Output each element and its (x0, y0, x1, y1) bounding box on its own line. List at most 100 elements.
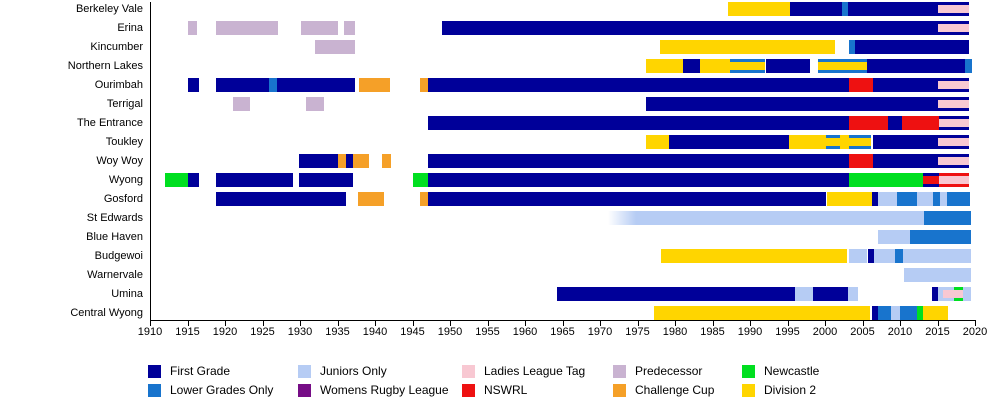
x-axis-tick-label: 2020 (962, 326, 988, 338)
bar-juniors (939, 192, 948, 206)
bar-first-grade (645, 97, 939, 111)
x-axis-tick-label: 2005 (850, 326, 875, 338)
legend-label: Lower Grades Only (170, 383, 274, 397)
bar-first-grade (428, 78, 849, 92)
x-axis-tick-label: 2015 (925, 326, 950, 338)
bar-lower-grades (894, 249, 903, 263)
legend-swatch-icon (613, 383, 626, 397)
x-axis-tick-label: 1980 (662, 326, 688, 338)
bar-challenge-cup (359, 78, 390, 92)
x-axis-tick-label: 1950 (437, 326, 463, 338)
x-axis-tick (862, 321, 864, 326)
bar-predecessor (187, 21, 197, 35)
bar-lower-grades (269, 78, 277, 92)
bar-first-grade (187, 78, 199, 92)
x-axis-tick-label: 2000 (812, 326, 838, 338)
x-axis-tick-label: 1960 (512, 326, 538, 338)
bar-juniors (878, 230, 910, 244)
x-axis-tick (487, 321, 489, 326)
x-axis-tick (787, 321, 789, 326)
x-axis-tick (562, 321, 564, 326)
bar-ladies-league-tag (939, 176, 969, 184)
bar-first-grade (276, 78, 355, 92)
legend-label: Newcastle (764, 364, 820, 378)
legend-item-challenge-cup: Challenge Cup (613, 383, 714, 397)
bar-ladies-league-tag (954, 290, 963, 298)
bar-division-2 (645, 59, 684, 73)
bar-lower-grades (897, 192, 918, 206)
bar-first-grade (216, 173, 294, 187)
bar-division-2 (645, 135, 669, 149)
bar-ladies-league-tag (938, 24, 969, 32)
team-label: Northern Lakes (67, 60, 143, 72)
team-label: Warnervale (87, 269, 143, 281)
bar-newcastle (917, 306, 924, 320)
bar-juniors (848, 287, 858, 301)
bar-predecessor (232, 97, 250, 111)
x-axis-tick-label: 1930 (287, 326, 313, 338)
y-axis-line (150, 2, 151, 320)
legend-item-ladies-league-tag: Ladies League Tag (462, 364, 585, 378)
bar-first-grade (345, 154, 354, 168)
bar-division-2 (660, 249, 847, 263)
legend-swatch-icon (742, 364, 755, 378)
legend-item-newcastle: Newcastle (742, 364, 819, 378)
bar-juniors (903, 249, 971, 263)
x-axis-tick (750, 321, 751, 326)
x-axis-tick-label: 1985 (700, 326, 725, 338)
legend-item-predecessor: Predecessor (613, 364, 702, 378)
legend-label: Juniors Only (320, 364, 387, 378)
team-label: St Edwards (86, 212, 143, 224)
x-axis-tick (375, 321, 376, 326)
bar-lower-grades (924, 211, 971, 225)
bar-lower-grades (842, 2, 849, 16)
team-label: Kincumber (90, 41, 143, 53)
bar-first-grade (683, 59, 700, 73)
team-label: Ourimbah (94, 79, 143, 91)
bar-first-grade (187, 173, 199, 187)
bar-division-2 (729, 62, 765, 70)
bar-nswrl (902, 116, 939, 130)
legend-swatch-icon (148, 383, 161, 397)
bar-first-grade (557, 287, 795, 301)
x-axis-tick (525, 321, 526, 326)
bar-first-grade (669, 135, 789, 149)
bar-juniors (917, 192, 933, 206)
x-axis-tick-label: 1910 (137, 326, 163, 338)
team-label: Budgewoi (94, 250, 143, 262)
bar-first-grade (428, 173, 849, 187)
bar-first-grade (216, 192, 346, 206)
bar-juniors (877, 192, 897, 206)
x-axis-tick-label: 1975 (625, 326, 650, 338)
legend-item-lower-grades: Lower Grades Only (148, 383, 273, 397)
legend-swatch-icon (742, 383, 755, 397)
x-axis-tick-label: 1920 (212, 326, 238, 338)
bar-first-grade (428, 192, 826, 206)
legend-swatch-icon (298, 364, 311, 378)
bar-first-grade (216, 78, 270, 92)
bar-first-grade (872, 306, 879, 320)
bar-division-2 (789, 135, 826, 149)
bar-first-grade (888, 116, 903, 130)
x-axis-tick-label: 2010 (887, 326, 913, 338)
legend-item-womens: Womens Rugby League (298, 383, 449, 397)
bar-nswrl (923, 176, 939, 184)
x-axis-tick (300, 321, 301, 326)
bar-first-grade (848, 2, 939, 16)
x-axis-tick (412, 321, 414, 326)
bar-lower-grades (933, 192, 940, 206)
x-axis-tick (187, 321, 189, 326)
x-axis-tick-label: 1995 (775, 326, 800, 338)
legend-label: Womens Rugby League (320, 383, 449, 397)
bar-ladies-league-tag (938, 5, 969, 13)
team-label: Umina (111, 288, 143, 300)
bar-nswrl (849, 154, 873, 168)
bar-challenge-cup (381, 154, 391, 168)
bar-ladies-league-tag (938, 157, 969, 165)
legend-swatch-icon (148, 364, 161, 378)
bar-newcastle (165, 173, 188, 187)
bar-juniors (891, 306, 900, 320)
bar-lower-grades (947, 192, 970, 206)
team-label: Toukley (105, 136, 143, 148)
bar-first-grade (441, 21, 939, 35)
